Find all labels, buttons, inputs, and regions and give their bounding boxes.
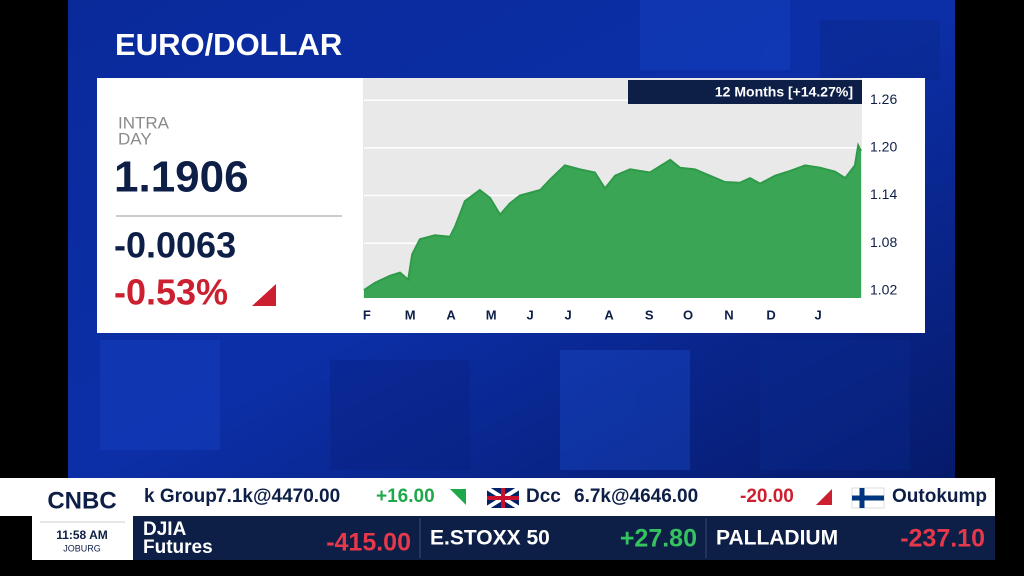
ticker-name: k Group [144, 486, 217, 507]
title: EURO/DOLLAR [115, 27, 342, 62]
ticker-name: Outokump [892, 486, 987, 507]
ticker-change: +16.00 [376, 486, 435, 507]
market-change: -237.10 [900, 525, 985, 553]
ticker-change: -20.00 [740, 486, 794, 507]
y-tick-label: 1.14 [870, 186, 897, 202]
plot: 1.02 1.08 1.14 1.20 1.26 F M A M J J A S O N D J [363, 91, 898, 322]
x-tick-label: J [814, 307, 821, 322]
quote-panel [97, 78, 363, 333]
y-tick-label: 1.08 [870, 234, 897, 250]
flag-uk-cross [487, 488, 519, 508]
y-tick-label: 1.02 [870, 282, 897, 298]
ticker-name: Dcc [526, 486, 561, 507]
market-name: DJIA [143, 519, 187, 540]
ticker-trade: 7.1k@4470.00 [216, 486, 340, 507]
market-name: PALLADIUM [716, 527, 838, 550]
x-tick-label: A [446, 307, 456, 322]
x-tick-label: M [405, 307, 416, 322]
x-tick-label: F [363, 307, 371, 322]
x-tick-label: O [683, 307, 693, 322]
x-tick-label: S [645, 307, 654, 322]
logo-box [32, 478, 133, 560]
y-tick-label: 1.26 [870, 91, 897, 107]
market-change: -415.00 [326, 529, 411, 557]
down-arrow [816, 489, 832, 505]
price: 1.1906 [114, 153, 249, 202]
up-arrow [450, 489, 466, 505]
badge-text: 12 Months [+14.27%] [715, 84, 853, 100]
line [363, 142, 862, 291]
cubes [100, 0, 940, 470]
markets-bar [133, 516, 995, 560]
x-tick-label: M [486, 307, 497, 322]
quote-label: DAY [118, 129, 152, 148]
x-tick-label: J [565, 307, 572, 322]
down-arrow [252, 284, 276, 306]
city: JOBURG [63, 543, 101, 553]
badge [628, 80, 862, 104]
y-tick-label: 1.20 [870, 139, 897, 155]
x-tick-label: D [766, 307, 775, 322]
market-name: E.STOXX 50 [430, 527, 550, 550]
logo: CNBC [47, 487, 116, 514]
x-tick-label: N [724, 307, 733, 322]
market-change: +27.80 [620, 525, 697, 553]
x-tick-label: A [604, 307, 614, 322]
ticker-trade: 6.7k@4646.00 [574, 486, 698, 507]
clock: 11:58 AM [56, 528, 108, 542]
change-pct: -0.53% [114, 272, 228, 313]
quote-label: INTRA [118, 113, 170, 132]
x-tick-label: J [526, 307, 533, 322]
market-name: Futures [143, 537, 213, 558]
flag-fi-cross [852, 488, 884, 508]
change: -0.0063 [114, 225, 236, 266]
